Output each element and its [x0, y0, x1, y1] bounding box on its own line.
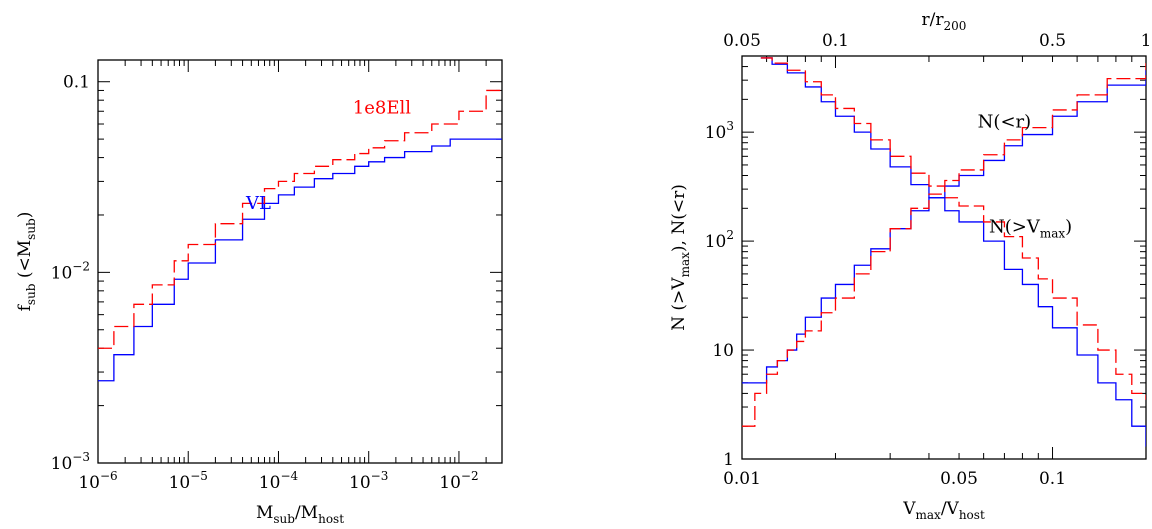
label-part: 10: [349, 473, 371, 493]
y-tick-label: 10−2: [51, 259, 90, 283]
label-part: −6: [100, 469, 118, 483]
annotation-label: VL: [245, 193, 271, 214]
series-line-2: [742, 68, 1146, 384]
y-tick-label: 102: [705, 228, 734, 252]
label-part: host: [959, 508, 985, 522]
top-x-tick-label: 0.5: [1039, 31, 1066, 51]
label-part: 10: [51, 454, 73, 474]
y-tick-label: 1: [723, 450, 734, 470]
label-part: 10: [51, 263, 73, 283]
label-part: V: [902, 499, 916, 519]
label-part: r/r: [922, 10, 945, 30]
x-tick-label: 10−5: [169, 469, 208, 493]
label-part: −3: [371, 469, 389, 483]
label-part: 2: [726, 228, 734, 242]
x-tick-label: 0.01: [723, 469, 761, 489]
label-part: −2: [461, 469, 479, 483]
label-part: max: [1040, 226, 1066, 240]
label-part: max: [916, 508, 942, 522]
label-part: −2: [72, 259, 90, 273]
label-part: (<M: [15, 240, 35, 284]
top-x-tick-label: 0.05: [723, 31, 761, 51]
annotation-label: N(>Vmax): [989, 216, 1072, 240]
x-tick-label: 10−3: [349, 469, 388, 493]
label-part: −4: [280, 469, 298, 483]
x-tick-label: 10−4: [259, 469, 299, 493]
top-x-tick-label: 1: [1141, 31, 1152, 51]
label-part: 10: [78, 473, 100, 493]
x-tick-label: 10−6: [78, 469, 117, 493]
label-part: f: [15, 303, 35, 311]
label-part: ): [15, 212, 35, 219]
label-part: /M: [295, 503, 318, 523]
series-line-1: [760, 57, 1146, 400]
label-part: 3: [726, 119, 734, 133]
x-tick-label: 0.05: [940, 469, 978, 489]
label-part: sub: [273, 512, 295, 526]
x-tick-label: 0.1: [1039, 469, 1066, 489]
label-part: −3: [72, 450, 90, 464]
label-part: ), N(<r): [669, 184, 689, 252]
y-tick-label: 103: [705, 119, 734, 143]
top-x-axis-label: r/r200: [922, 10, 967, 33]
x-axis-label: Vmax/Vhost: [902, 499, 985, 522]
plot-frame: [741, 55, 1147, 460]
label-part: M: [256, 503, 273, 523]
label-part: sub: [24, 218, 38, 240]
y-axis-label: N (>Vmax), N(<r): [669, 184, 692, 331]
label-part: sub: [24, 283, 38, 305]
top-x-tick-label: 0.1: [822, 31, 849, 51]
y-tick-label: 10−3: [51, 450, 90, 474]
label-part: −5: [190, 469, 208, 483]
label-part: 10: [705, 123, 727, 143]
label-part: host: [318, 512, 344, 526]
annotation-label: N(<r): [978, 112, 1031, 133]
series-line-0: [98, 138, 502, 382]
label-part: 10: [705, 232, 727, 252]
label-part: 10: [169, 473, 191, 493]
label-part: N (>V: [669, 277, 689, 331]
x-axis-label: Msub/Mhost: [256, 503, 344, 526]
label-part: 10: [439, 473, 461, 493]
label-part: ): [1065, 216, 1072, 237]
series-line-1: [98, 87, 502, 349]
x-tick-label: 10−2: [439, 469, 478, 493]
plot-frame: [97, 59, 503, 464]
label-part: N(>V: [989, 216, 1041, 237]
y-tick-label: 0.1: [63, 73, 90, 93]
y-axis-label: fsub (<Msub): [15, 212, 38, 312]
series-line-3: [742, 63, 1146, 427]
label-part: max: [678, 252, 692, 278]
series-line-0: [760, 57, 1146, 447]
label-part: 200: [944, 19, 967, 33]
left-panel-fsub: 10−6 10−5 10−4 10−3 10−210−310−20.1Msub/Mhos…: [15, 59, 503, 526]
annotation-label: 1e8Ell: [353, 98, 411, 119]
label-part: 10: [259, 473, 281, 493]
label-part: /V: [941, 499, 960, 519]
y-tick-label: 10: [712, 341, 734, 361]
